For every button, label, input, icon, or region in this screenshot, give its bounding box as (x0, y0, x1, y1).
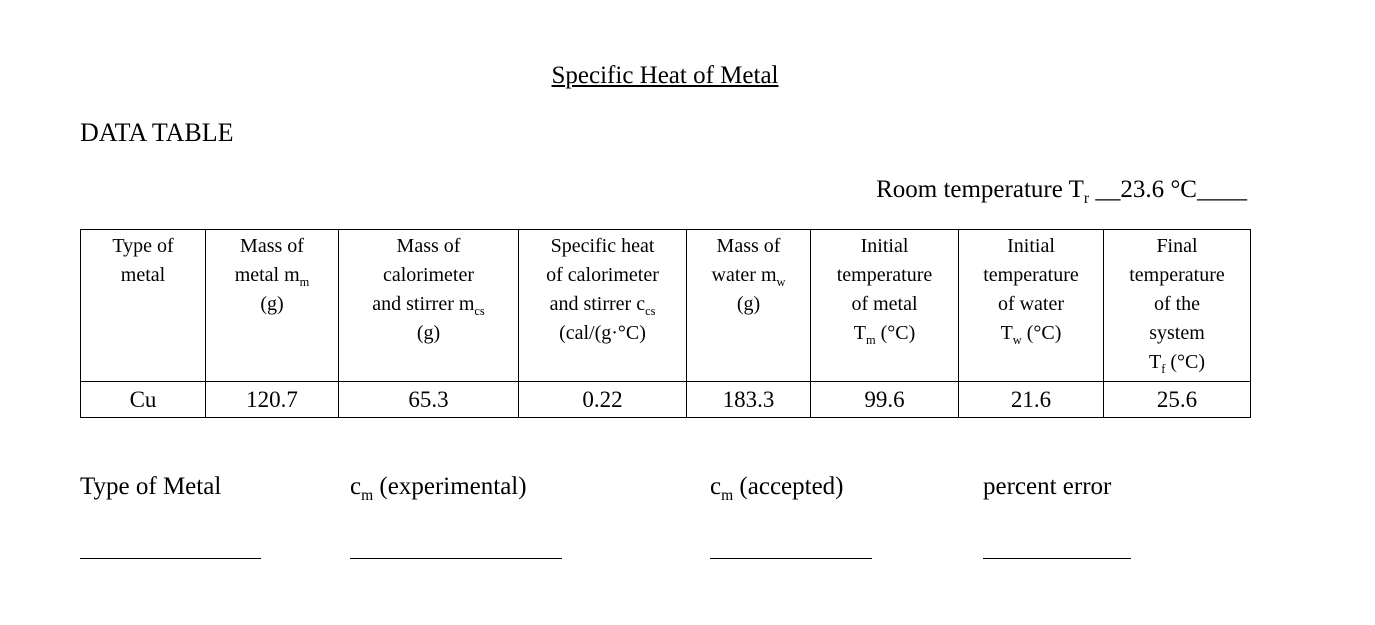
cell-mass-of-calorimeter: 65.3 (338, 381, 519, 418)
cell-initial-temp-water: 21.6 (958, 381, 1104, 418)
header-initial-temp-water: Initial temperature of water Tw (°C) (958, 229, 1104, 382)
blank-line-cm-experimental (350, 558, 562, 559)
header-mass-of-metal: Mass of metal mm (g) (205, 229, 339, 382)
title-container: Specific Heat of Metal (0, 62, 1330, 90)
cell-type-of-metal: Cu (80, 381, 206, 418)
blank-line-type-of-metal (80, 558, 261, 559)
cell-mass-of-metal: 120.7 (205, 381, 339, 418)
cell-final-temp-system: 25.6 (1103, 381, 1251, 418)
blank-line-cm-accepted (710, 558, 872, 559)
header-mass-of-calorimeter: Mass of calorimeter and stirrer mcs (g) (338, 229, 519, 382)
results-label-cm-experimental: cm (experimental) (350, 473, 527, 504)
header-final-temp-system: Final temperature of the system Tf (°C) (1103, 229, 1251, 382)
room-temperature-line: Room temperature Tr __23.6 °C____ (876, 176, 1247, 207)
header-initial-temp-metal: Initial temperature of metal Tm (°C) (810, 229, 959, 382)
blank-line-percent-error (983, 558, 1131, 559)
data-table: Type of metal Mass of metal mm (g) Mass of c… (80, 229, 1251, 418)
section-heading: DATA TABLE (80, 118, 234, 147)
page-title: Specific Heat of Metal (551, 62, 779, 89)
table-header-row: Type of metal Mass of metal mm (g) Mass of c… (80, 229, 1251, 382)
results-label-cm-accepted: cm (accepted) (710, 473, 844, 504)
header-type-of-metal: Type of metal (80, 229, 206, 382)
header-mass-of-water: Mass of water mw (g) (686, 229, 811, 382)
results-label-type-of-metal: Type of Metal (80, 473, 222, 500)
table-data-row: Cu 120.7 65.3 0.22 183.3 99.6 21.6 25.6 (80, 381, 1251, 418)
cell-specific-heat-calorimeter: 0.22 (518, 381, 687, 418)
header-specific-heat-calorimeter: Specific heat of calorimeter and stirrer c… (518, 229, 687, 382)
cell-initial-temp-metal: 99.6 (810, 381, 959, 418)
results-label-percent-error: percent error (983, 473, 1112, 500)
cell-mass-of-water: 183.3 (686, 381, 811, 418)
